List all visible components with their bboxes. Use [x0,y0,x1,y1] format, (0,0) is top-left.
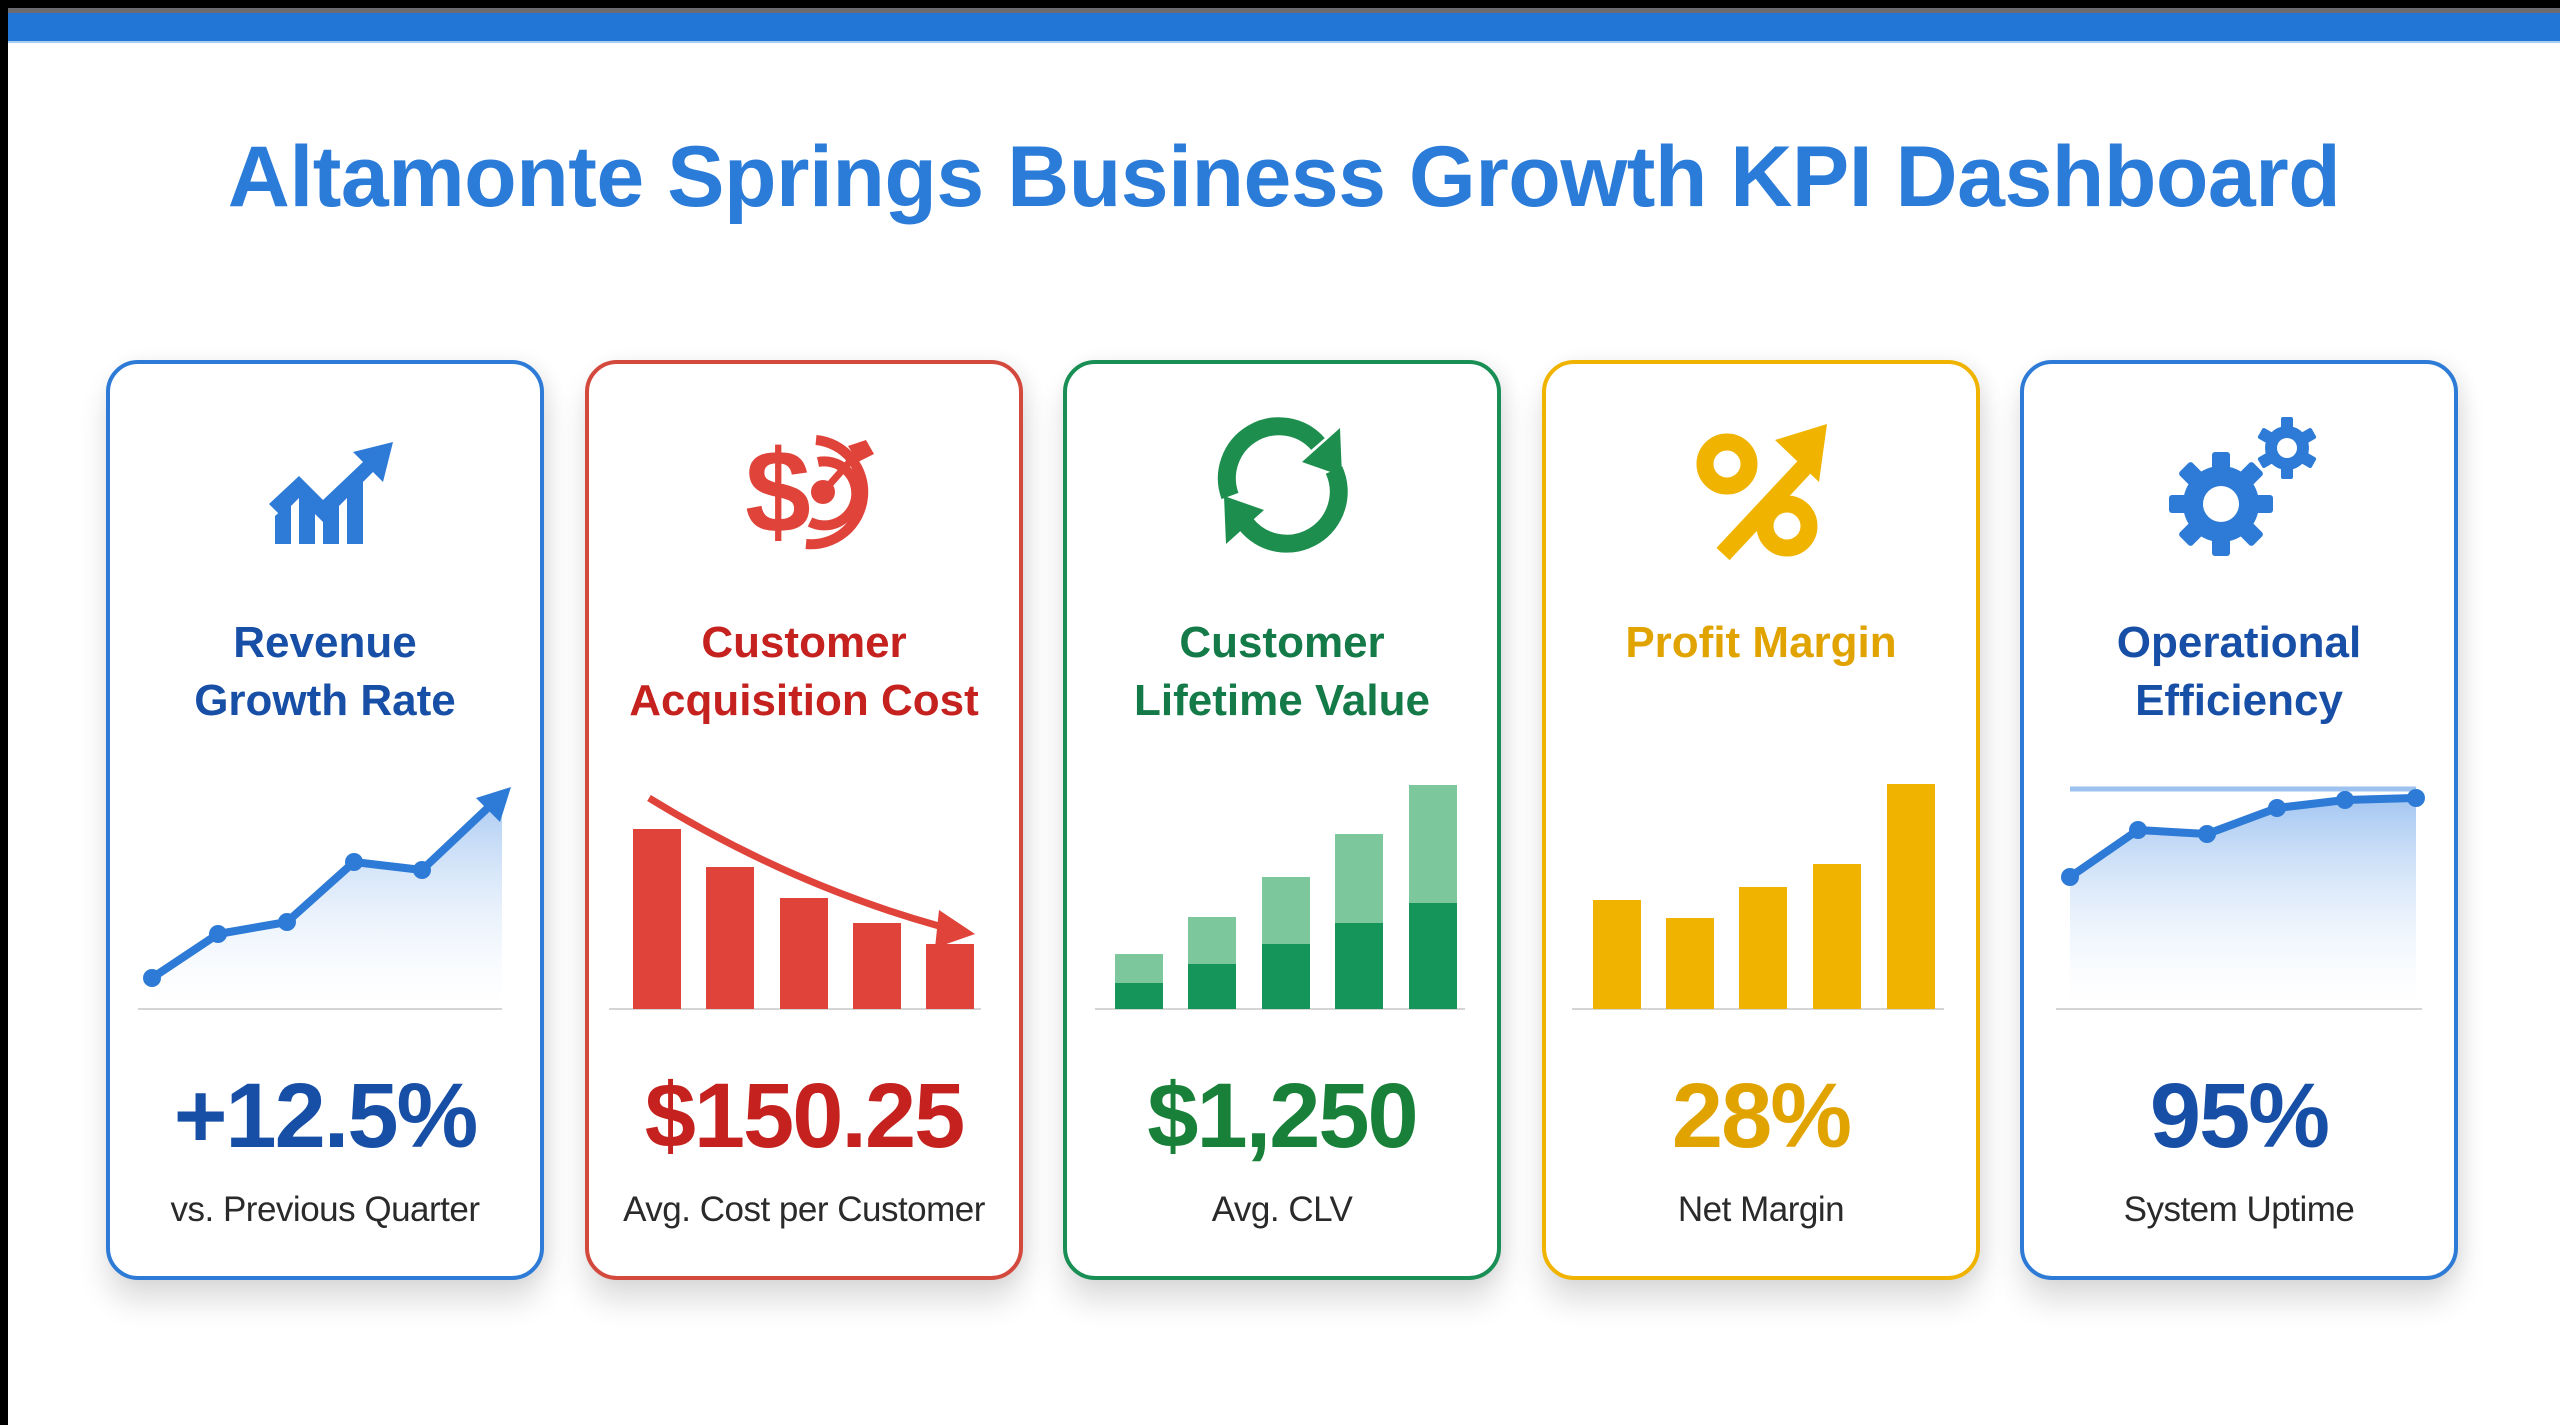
kpi-card-customer-acquisition-cost[interactable]: $ Customer Acquisition Cost $150.25 Avg.… [585,360,1023,1280]
bars [633,829,974,1009]
kpi-title-line2: Efficiency [2135,676,2343,725]
kpi-title-line2: Acquisition Cost [629,676,979,725]
kpi-title: Operational Efficiency [2024,614,2454,730]
kpi-title: Profit Margin [1546,614,1976,672]
trend-curve [647,795,940,930]
kpi-value: $1,250 [1147,1065,1418,1167]
kpi-title-line1: Revenue [233,618,417,667]
kpi-title-line1: Customer [1179,618,1385,667]
dashboard-canvas: Altamonte Springs Business Growth KPI Da… [8,8,2560,1425]
top-strip [8,8,2560,13]
kpi-title-line1: Customer [701,618,907,667]
trend-line [148,798,498,982]
kpi-card-operational-efficiency[interactable]: Operational Efficiency 95% System Uptime [2020,360,2458,1280]
kpi-value: 28% [1671,1065,1852,1167]
kpi-title-line1: Operational [2116,618,2362,667]
area-fill [2070,798,2416,1004]
kpi-subtitle: vs. Previous Quarter [170,1190,481,1229]
kpi-subtitle: Avg. Cost per Customer [623,1190,985,1229]
svg-text:$: $ [745,426,811,558]
arrow-down-right-icon [935,910,975,948]
kpi-title-line2: Lifetime Value [1134,676,1430,725]
kpi-card-profit-margin[interactable]: Profit Margin 28% Net Margin [1542,360,1980,1280]
bars [1593,784,1935,1009]
kpi-title: Revenue Growth Rate [110,614,540,730]
percent-arrow-up-icon [1696,424,1827,561]
kpi-subtitle: Net Margin [1677,1190,1845,1229]
kpi-title-line2: Growth Rate [194,676,456,725]
dollar-target-icon: $ [745,426,874,558]
kpi-value: $150.25 [644,1065,966,1167]
kpi-value: +12.5% [173,1065,479,1167]
page-title: Altamonte Springs Business Growth KPI Da… [227,129,2341,225]
bars-dark [1115,903,1457,1009]
kpi-subtitle: Avg. CLV [1211,1190,1353,1229]
refresh-cycle-icon [1217,417,1348,553]
kpi-card-customer-lifetime-value[interactable]: Customer Lifetime Value $1,250 Avg. CLV [1063,360,1501,1280]
data-points [143,853,431,987]
data-points [2061,789,2425,886]
chart-trend-up-icon [269,442,393,544]
kpi-card-revenue-growth-rate[interactable]: Revenue Growth Rate +12.5% vs. Previous … [106,360,544,1280]
kpi-title-line1: Profit Margin [1625,618,1897,667]
gears-icon [2169,417,2317,556]
arrow-up-right-icon [476,787,511,822]
kpi-title: Customer Acquisition Cost [589,614,1019,730]
kpi-subtitle: System Uptime [2123,1190,2355,1229]
top-accent-bar [8,13,2560,41]
kpi-title: Customer Lifetime Value [1067,614,1497,730]
kpi-value: 95% [2149,1065,2330,1167]
top-bar-highlight [8,41,2560,43]
bars-light [1115,785,1457,1009]
trend-line [2067,794,2417,881]
area-fill [152,796,502,1004]
